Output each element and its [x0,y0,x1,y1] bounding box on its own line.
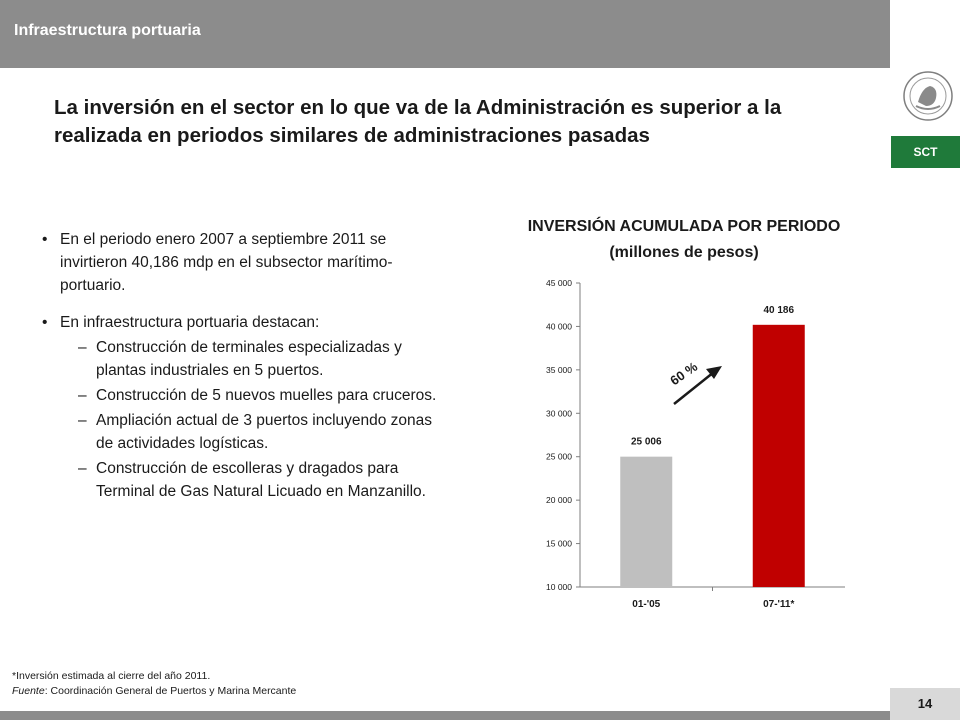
dash-icon: – [78,412,87,429]
footnote: *Inversión estimada al cierre del año 20… [12,669,296,699]
y-tick-label: 40 000 [546,321,572,331]
sub-item-text: Construcción de 5 nuevos muelles para cr… [96,387,437,404]
sub-item: – Ampliación actual de 3 puertos incluyen… [60,409,452,455]
growth-arrow-head-icon [706,366,722,379]
y-tick-label: 30 000 [546,408,572,418]
bullet-dot-icon: • [42,231,48,248]
header-bar: Infraestructura portuaria [0,0,890,68]
sub-item: – Construcción de terminales especializad… [60,336,452,382]
source-text: : Coordinación General de Puertos y Mari… [44,685,297,697]
chart-title-block: INVERSIÓN ACUMULADA POR PERIODO (millone… [488,214,880,266]
bullet-item: • En el periodo enero 2007 a septiembre … [42,228,452,297]
chart-title: INVERSIÓN ACUMULADA POR PERIODO [527,218,841,235]
sub-item: – Construcción de escolleras y dragados p… [60,457,452,503]
bullet-list: • En el periodo enero 2007 a septiembre … [42,228,452,517]
footer-bar [0,711,890,720]
investment-bar-chart: 10 000 15 000 20 000 25 000 30 000 35 000 40 0… [546,278,845,610]
bullet-text: En infraestructura portuaria destacan: [60,314,320,331]
sub-item: – Construcción de 5 nuevos muelles para c… [60,384,452,407]
footnote-source: Fuente: Coordinación General de Puertos … [12,684,296,699]
footnote-note: *Inversión estimada al cierre del año 20… [12,670,211,682]
sub-item-text: Construcción de escolleras y dragados pa… [96,460,426,500]
sct-logo: SCT [891,136,960,168]
y-tick-label: 25 000 [546,452,572,462]
page-number: 14 [890,688,960,720]
bar [620,456,673,587]
growth-annotation: 60 % [667,359,700,389]
x-tick-label: 01-'05 [632,599,660,610]
y-tick-label: 15 000 [546,539,572,549]
growth-arrow-line [673,371,715,405]
dash-icon: – [78,387,87,404]
source-label: Fuente [12,685,45,697]
sub-item-text: Ampliación actual de 3 puertos incluyend… [96,412,433,452]
headline: La inversión en el sector en lo que va d… [54,96,782,147]
bullet-dot-icon: • [42,314,48,331]
section-title: Infraestructura portuaria [14,22,201,39]
bar [752,324,805,587]
bullet-text: En el periodo enero 2007 a septiembre 20… [60,231,393,294]
x-tick-label: 07-'11* [763,599,794,610]
chart-subtitle: (millones de pesos) [609,244,759,261]
mexican-seal-icon [903,71,953,121]
bullet-item: • En infraestructura portuaria destacan:… [42,311,452,503]
data-label: 25 006 [631,437,662,448]
data-label: 40 186 [763,305,794,316]
y-tick-label: 35 000 [546,365,572,375]
dash-icon: – [78,339,87,356]
y-tick-label: 45 000 [546,278,572,288]
sub-item-text: Construcción de terminales especializada… [96,339,402,379]
dash-icon: – [78,460,87,477]
y-tick-label: 20 000 [546,495,572,505]
y-tick-label: 10 000 [546,582,572,592]
